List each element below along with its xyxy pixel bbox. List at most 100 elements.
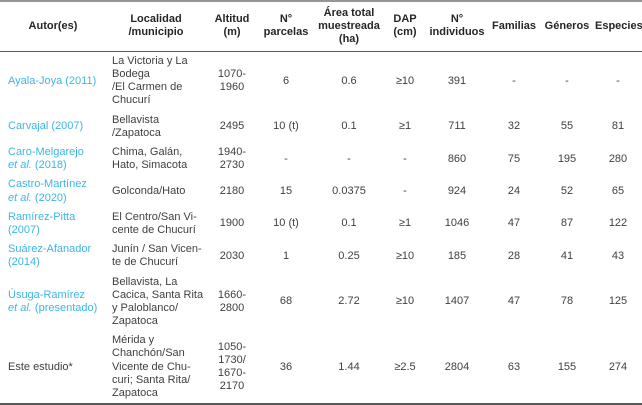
table-row: Suárez-Afanador (2014) Junín / San Vicen… [0,240,642,272]
area-cell: 0.25 [338,249,360,262]
author-cell: Castro-Martínez et al. (2020) [0,175,106,207]
dap-cell: ≥1 [398,217,412,230]
table-row: Ayala-Joya (2011) La Victoria y La Bodeg… [0,51,642,110]
species-cell: 122 [608,217,628,230]
header-dap: DAP (cm) [384,1,426,52]
species-cell: 274 [608,360,628,373]
author-cell: Este estudio* [0,331,106,404]
species-cell: 280 [608,152,628,165]
area-cell: 0.0375 [332,185,366,197]
plots-cell: - [284,152,288,165]
author-name: Ramírez-Pitta (2007) [8,210,76,236]
author-citation-link[interactable]: Castro-Martínez et al. (2020) [8,178,87,203]
plots-cell: 1 [282,249,290,262]
genera-cell: 55 [560,120,574,133]
dap-cell: ≥10 [395,295,415,308]
genera-cell: - [565,74,569,87]
locality-cell: La Victoria y La Bodega /El Carmen de Ch… [112,54,188,107]
species-cell: - [616,74,620,87]
families-cell: 47 [507,295,521,308]
author-citation-link[interactable]: Caro-Melgarejo et al. (2018) [8,146,84,171]
author-name: Este estudio* [8,360,73,373]
species-cell: 125 [608,295,628,308]
dap-cell: ≥10 [395,249,415,262]
altitude-cell: 1940- 2730 [217,146,247,172]
locality-cell: Golconda/Hato [112,185,186,197]
header-row: Autor(es) Localidad /municipio Altitud (… [0,1,642,52]
individuals-cell: 1046 [444,217,470,230]
header-autores: Autor(es) [0,1,106,52]
altitude-cell: 2180 [219,185,245,197]
genera-cell: 195 [557,152,577,165]
dap-cell: ≥2.5 [394,360,416,373]
area-cell: 0.6 [341,74,357,87]
genera-cell: 41 [560,249,574,262]
area-cell: - [347,152,351,165]
plots-cell: 68 [279,295,293,308]
locality-cell: Mérida y Chanchón/San Vicente de Chu- cu… [112,334,191,400]
individuals-cell: 1407 [444,295,470,308]
genera-cell: 155 [557,360,577,373]
area-cell: 2.72 [338,295,360,308]
header-parcelas: N° parcelas [258,1,314,52]
author-name: Ayala-Joya (2011) [8,74,97,87]
families-cell: 24 [507,185,521,197]
header-individuos: N° individuos [426,1,488,52]
author-cell: Ramírez-Pitta (2007) [0,208,106,240]
altitude-cell: 2030 [219,249,245,262]
author-citation-link[interactable]: Suárez-Afanador (2014) [8,243,91,268]
plots-cell: 15 [279,185,293,197]
individuals-cell: 391 [447,74,467,87]
author-name: Suárez-Afanador (2014) [8,243,92,269]
species-cell: 65 [611,185,625,197]
author-year: (2018) [31,159,67,172]
altitude-cell: 1050- 1730/ 1670- 2170 [217,340,247,393]
this-study-label: Este estudio* [8,361,73,373]
header-localidad: Localidad /municipio [106,1,206,52]
author-cell: Caro-Melgarejo et al. (2018) [0,143,106,175]
author-name: Castro-Martínez [8,178,87,191]
altitude-cell: 1660- 2800 [217,288,247,314]
author-cell: Suárez-Afanador (2014) [0,240,106,272]
table-row: Carvajal (2007) Bellavista /Zapatoca 249… [0,111,642,143]
families-cell: 32 [507,120,521,133]
header-generos: Géneros [540,1,594,52]
header-familias: Familias [488,1,540,52]
species-cell: 81 [611,120,625,133]
individuals-cell: 860 [447,152,467,165]
locality-cell: Bellavista, La Cacica, Santa Rita y Palo… [112,275,204,328]
author-citation-link[interactable]: Úsuga-Ramírez et al. (presentado) [8,289,97,314]
author-citation-link[interactable]: Ramírez-Pitta (2007) [8,211,75,236]
altitude-cell: 1070- 1960 [217,68,247,94]
author-citation-link[interactable]: Carvajal (2007) [8,120,83,132]
families-cell: 28 [507,249,521,262]
locality-cell: El Centro/San Vi- cente de Chucurí [112,210,197,236]
header-especies: Especies [594,1,642,52]
plots-cell: 36 [279,360,293,373]
individuals-cell: 185 [447,249,467,262]
individuals-cell: 924 [447,185,467,197]
author-cell: Carvajal (2007) [0,111,106,143]
area-cell: 1.44 [338,360,360,373]
table-row: Ramírez-Pitta (2007) El Centro/San Vi- c… [0,208,642,240]
author-etal: et al. [8,191,32,204]
table-row: Castro-Martínez et al. (2020) Golconda/H… [0,175,642,207]
author-etal: et al. [8,159,32,172]
locality-cell: Chima, Galán, Hato, Simacota [112,146,188,172]
dap-cell: ≥10 [395,74,415,87]
dap-cell: - [403,185,407,197]
author-year: (2020) [31,191,67,204]
individuals-cell: 711 [448,120,466,133]
individuals-cell: 2804 [444,360,470,373]
author-name: Carvajal (2007) [8,120,84,133]
plots-cell: 10 (t) [273,217,299,230]
dap-cell: ≥1 [398,120,412,133]
header-altitud: Altitud (m) [206,1,258,52]
author-citation-link[interactable]: Ayala-Joya (2011) [8,75,96,87]
families-cell: 63 [507,360,521,373]
genera-cell: 78 [560,295,574,308]
genera-cell: 87 [560,217,574,230]
author-etal: et al. [8,301,32,314]
table-row: Caro-Melgarejo et al. (2018) Chima, Galá… [0,143,642,175]
